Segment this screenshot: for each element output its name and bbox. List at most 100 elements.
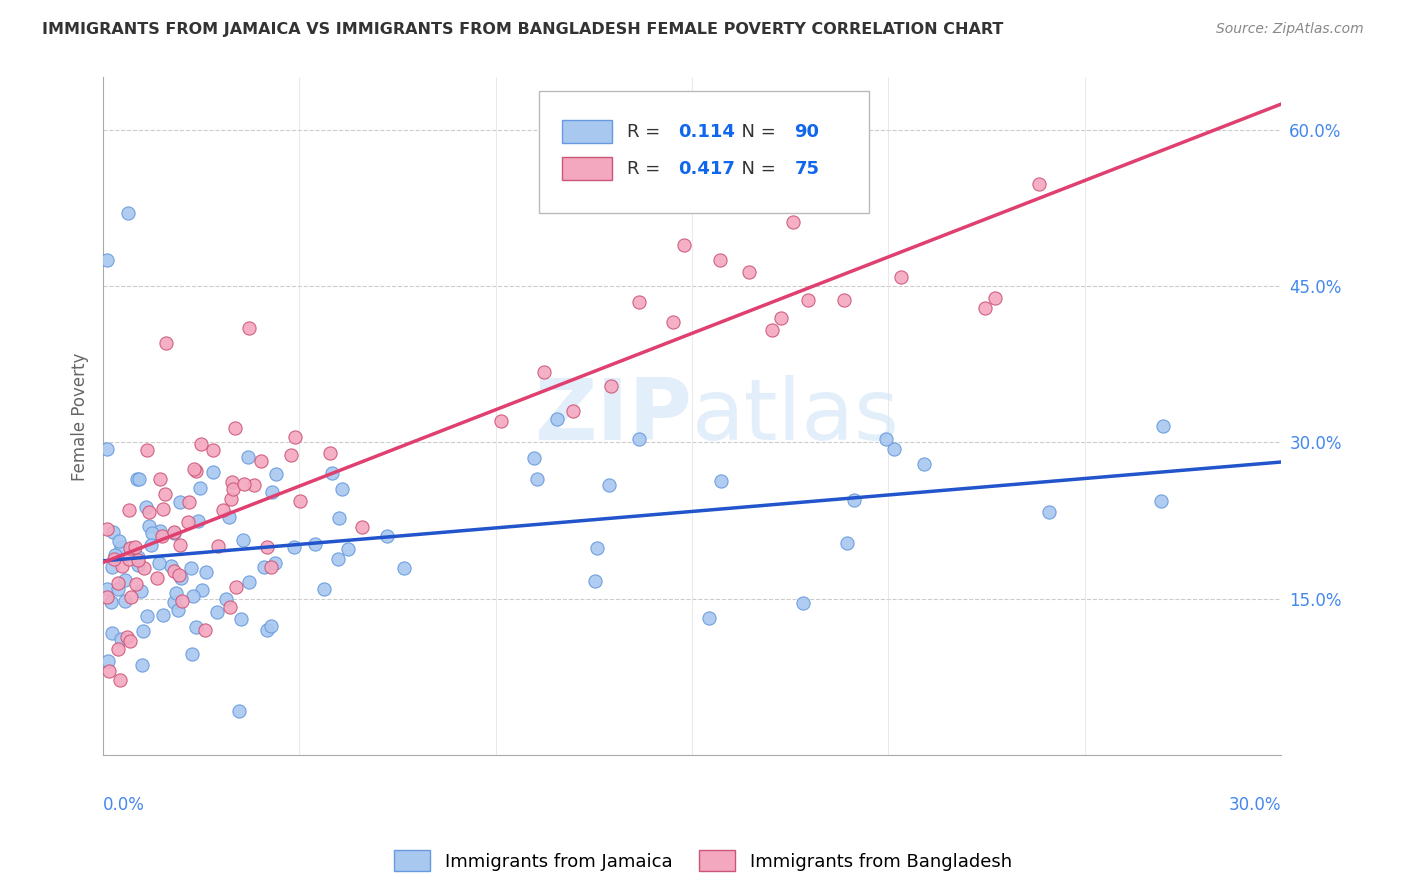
- Point: [160, 559, 183, 574]
- Point: [153, 486, 176, 500]
- Point: [526, 472, 548, 486]
- Point: [141, 526, 163, 541]
- Point: [562, 404, 585, 418]
- Point: [169, 495, 191, 509]
- Point: [190, 583, 212, 598]
- Point: [97, 654, 120, 668]
- Point: [598, 478, 620, 492]
- Text: N =: N =: [730, 160, 782, 178]
- Point: [973, 301, 995, 315]
- Point: [188, 481, 211, 495]
- Point: [124, 540, 146, 554]
- Text: Source: ZipAtlas.com: Source: ZipAtlas.com: [1216, 22, 1364, 37]
- Point: [236, 450, 259, 464]
- Point: [117, 552, 139, 566]
- Point: [114, 574, 136, 588]
- Point: [186, 514, 208, 528]
- Point: [326, 551, 349, 566]
- Point: [107, 582, 129, 596]
- Point: [761, 323, 783, 337]
- Point: [792, 596, 814, 610]
- Legend: Immigrants from Jamaica, Immigrants from Bangladesh: Immigrants from Jamaica, Immigrants from…: [387, 843, 1019, 879]
- Point: [201, 443, 224, 458]
- Text: IMMIGRANTS FROM JAMAICA VS IMMIGRANTS FROM BANGLADESH FEMALE POVERTY CORRELATION: IMMIGRANTS FROM JAMAICA VS IMMIGRANTS FR…: [42, 22, 1004, 37]
- Point: [104, 548, 127, 562]
- Y-axis label: Female Poverty: Female Poverty: [72, 352, 89, 481]
- Point: [120, 634, 142, 648]
- Point: [280, 448, 302, 462]
- Point: [134, 561, 156, 575]
- Point: [875, 432, 897, 446]
- Point: [321, 467, 343, 481]
- Point: [250, 454, 273, 468]
- FancyBboxPatch shape: [562, 120, 612, 144]
- Point: [110, 632, 132, 646]
- Point: [260, 559, 283, 574]
- Point: [149, 472, 172, 486]
- Point: [155, 336, 177, 351]
- Point: [318, 446, 340, 460]
- Point: [212, 503, 235, 517]
- Point: [169, 538, 191, 552]
- Point: [195, 565, 218, 579]
- Point: [600, 379, 623, 393]
- Point: [127, 558, 149, 573]
- Point: [260, 618, 283, 632]
- Point: [125, 472, 148, 486]
- Text: 90: 90: [794, 123, 820, 141]
- Point: [228, 704, 250, 718]
- Point: [207, 539, 229, 553]
- Text: ZIP: ZIP: [534, 375, 692, 458]
- Point: [127, 553, 149, 567]
- Point: [832, 293, 855, 307]
- Point: [283, 541, 305, 555]
- Point: [138, 505, 160, 519]
- Point: [167, 603, 190, 617]
- Point: [98, 664, 121, 678]
- Point: [586, 541, 609, 555]
- Point: [139, 538, 162, 552]
- Point: [125, 577, 148, 591]
- Point: [96, 590, 118, 604]
- Point: [118, 541, 141, 556]
- Point: [163, 564, 186, 578]
- Point: [101, 626, 124, 640]
- Point: [256, 540, 278, 554]
- Point: [797, 293, 820, 307]
- Point: [162, 525, 184, 540]
- Point: [101, 524, 124, 539]
- Point: [131, 658, 153, 673]
- Point: [162, 526, 184, 541]
- Point: [225, 581, 247, 595]
- Point: [844, 493, 866, 508]
- Point: [190, 436, 212, 450]
- Point: [101, 559, 124, 574]
- Point: [120, 590, 142, 604]
- Point: [135, 608, 157, 623]
- Point: [1038, 504, 1060, 518]
- Point: [181, 589, 204, 603]
- Text: 30.0%: 30.0%: [1229, 796, 1281, 814]
- Point: [110, 540, 132, 554]
- Point: [100, 595, 122, 609]
- Point: [263, 556, 285, 570]
- Point: [163, 595, 186, 609]
- Point: [222, 482, 245, 496]
- Text: R =: R =: [627, 123, 666, 141]
- Point: [375, 529, 398, 543]
- Point: [288, 493, 311, 508]
- Point: [253, 560, 276, 574]
- Point: [128, 473, 150, 487]
- Point: [912, 458, 935, 472]
- Point: [170, 594, 193, 608]
- Point: [709, 253, 731, 268]
- Text: 0.114: 0.114: [678, 123, 735, 141]
- Point: [583, 574, 606, 589]
- Point: [148, 556, 170, 570]
- Point: [194, 624, 217, 638]
- Point: [108, 533, 131, 548]
- Point: [96, 582, 118, 596]
- Point: [103, 552, 125, 566]
- Point: [256, 624, 278, 638]
- Point: [149, 524, 172, 538]
